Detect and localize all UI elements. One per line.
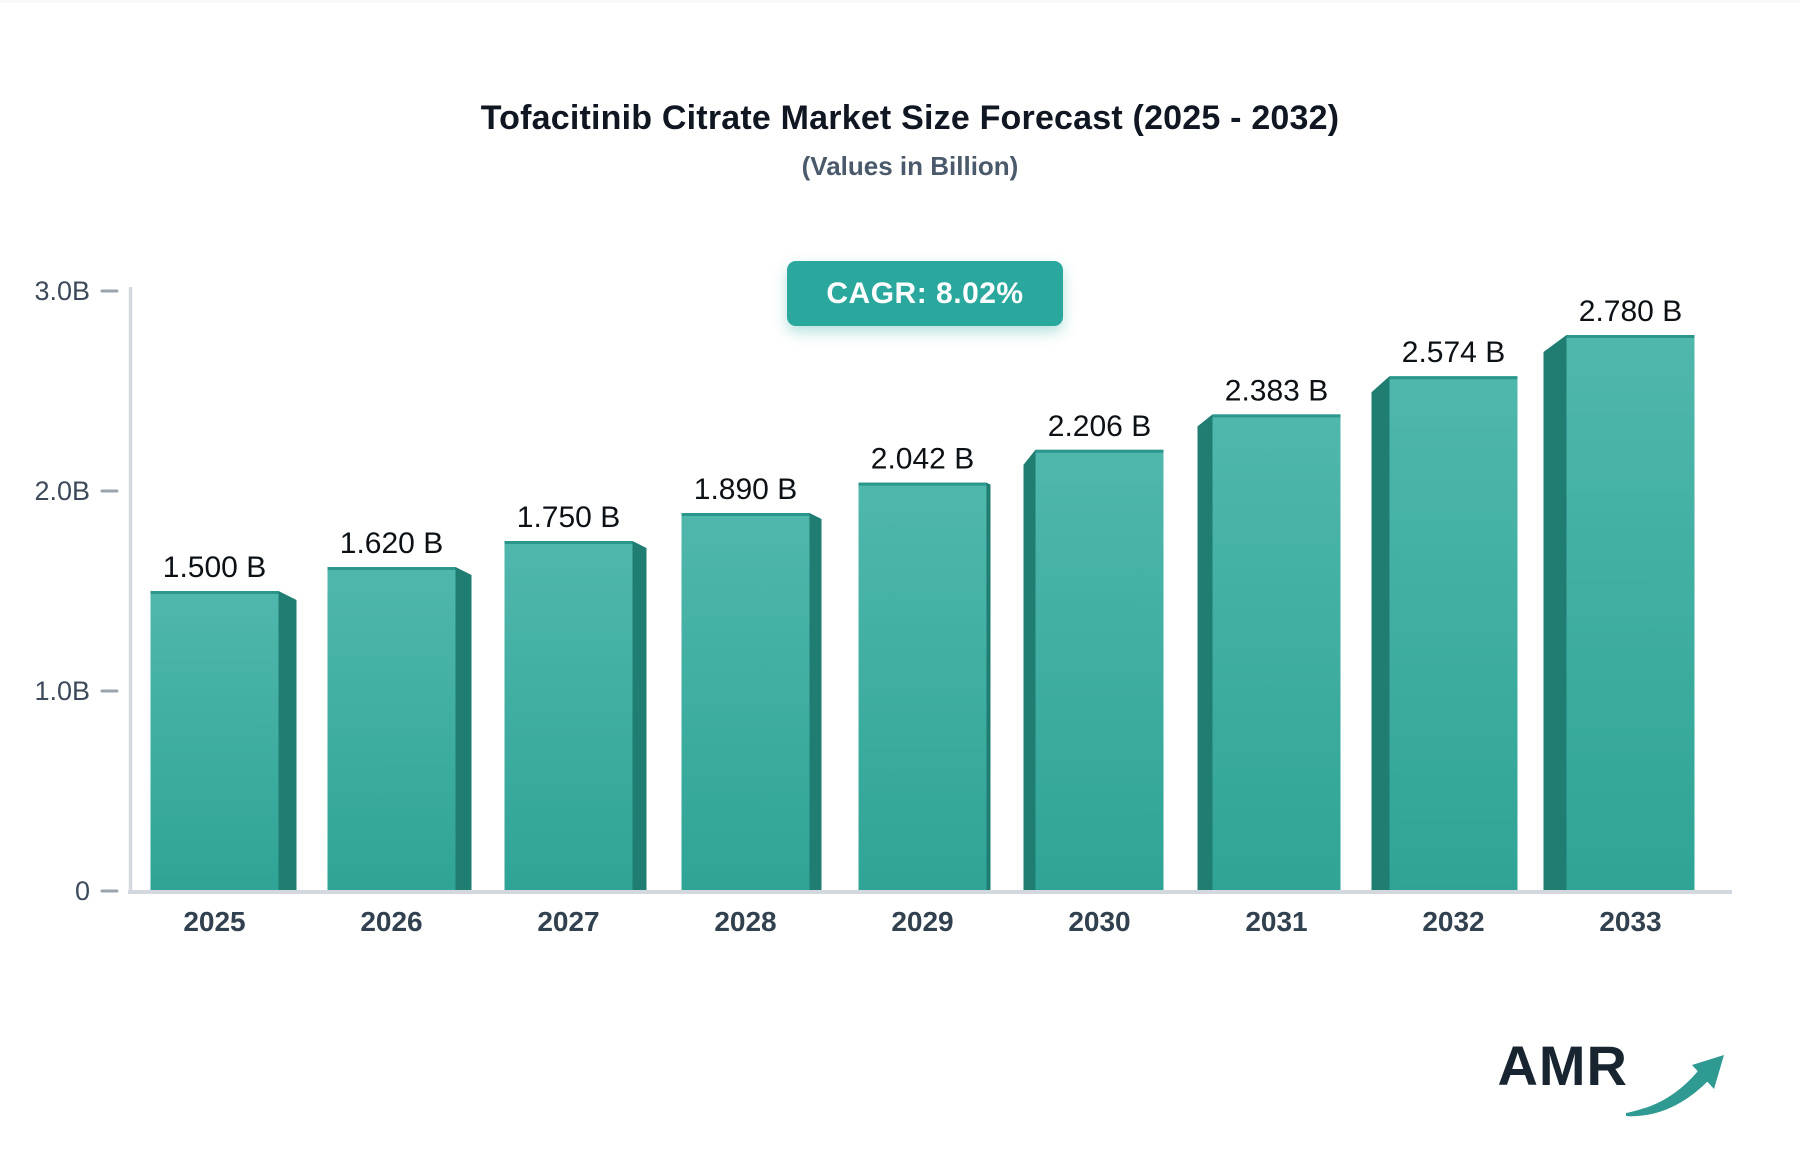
chart-subtitle: (Values in Billion) — [801, 151, 1019, 181]
bar-side-face — [632, 541, 647, 891]
growth-arrow-icon — [1626, 1055, 1724, 1117]
amr-logo: AMR — [1497, 1031, 1738, 1119]
x-axis-label: 2033 — [1599, 906, 1661, 937]
bar-side-face — [1543, 335, 1567, 891]
y-tick-label: 2.0B — [34, 476, 90, 506]
bar-front-face — [150, 591, 279, 891]
bar-value-label: 2.383 B — [1225, 374, 1328, 407]
bar-value-label: 1.750 B — [517, 501, 620, 534]
x-axis-label: 2029 — [891, 906, 953, 937]
bar-front-face — [858, 482, 987, 891]
bar-front-face — [1212, 414, 1341, 891]
x-axis-label: 2027 — [537, 906, 599, 937]
bar-2032: 2.574 B 2032 — [1371, 336, 1518, 937]
y-tick-label: 3.0B — [34, 276, 90, 306]
bar-front-face — [504, 541, 633, 891]
x-axis-label: 2025 — [183, 906, 245, 937]
bar-2026: 1.620 B 2026 — [327, 527, 472, 937]
bar-front-face — [1566, 335, 1695, 891]
bar-side-face — [278, 591, 297, 891]
bar-value-label: 2.042 B — [871, 443, 974, 476]
bar-value-label: 2.780 B — [1579, 295, 1682, 328]
bar-2027: 1.750 B 2027 — [504, 501, 647, 937]
bar-side-face — [455, 567, 472, 891]
x-axis-label: 2032 — [1422, 906, 1484, 937]
bar-value-label: 1.500 B — [163, 551, 266, 584]
bar-front-face — [327, 567, 456, 891]
bar-2029: 2.042 B 2029 — [858, 443, 991, 937]
bar-2030: 2.206 B 2030 — [1023, 410, 1164, 937]
bar-2028: 1.890 B 2028 — [681, 473, 822, 937]
y-tick-label: 0 — [75, 876, 90, 906]
bar-2031: 2.383 B 2031 — [1197, 374, 1341, 937]
bar-value-label: 1.620 B — [340, 527, 443, 560]
bar-side-face — [986, 482, 991, 891]
x-axis-label: 2026 — [360, 906, 422, 937]
bar-2025: 1.500 B 2025 — [150, 551, 297, 937]
chart-title: Tofacitinib Citrate Market Size Forecast… — [480, 99, 1340, 137]
x-axis-label: 2031 — [1245, 906, 1307, 937]
amr-logo-text: AMR — [1497, 1034, 1628, 1097]
bar-front-face — [681, 513, 810, 891]
bar-front-face — [1389, 376, 1518, 891]
bar-2033: 2.780 B 2033 — [1543, 295, 1695, 937]
bar-value-label: 1.890 B — [694, 473, 797, 506]
bar-front-face — [1035, 449, 1164, 891]
bar-side-face — [1197, 414, 1213, 891]
bar-side-face — [1371, 376, 1390, 891]
x-axis-label: 2030 — [1068, 906, 1130, 937]
x-axis-label: 2028 — [714, 906, 776, 937]
bar-value-label: 2.574 B — [1402, 336, 1505, 369]
bar-side-face — [809, 513, 822, 891]
bar-side-face — [1023, 449, 1036, 891]
cagr-badge: CAGR: 8.02% — [787, 261, 1063, 326]
bar-value-label: 2.206 B — [1048, 410, 1151, 443]
y-tick-label: 1.0B — [34, 676, 90, 706]
bar-chart-plot: 0 1.0B 2.0B 3.0B 1.500 B 2025 1.620 B 2026 1.750… — [34, 276, 1732, 937]
